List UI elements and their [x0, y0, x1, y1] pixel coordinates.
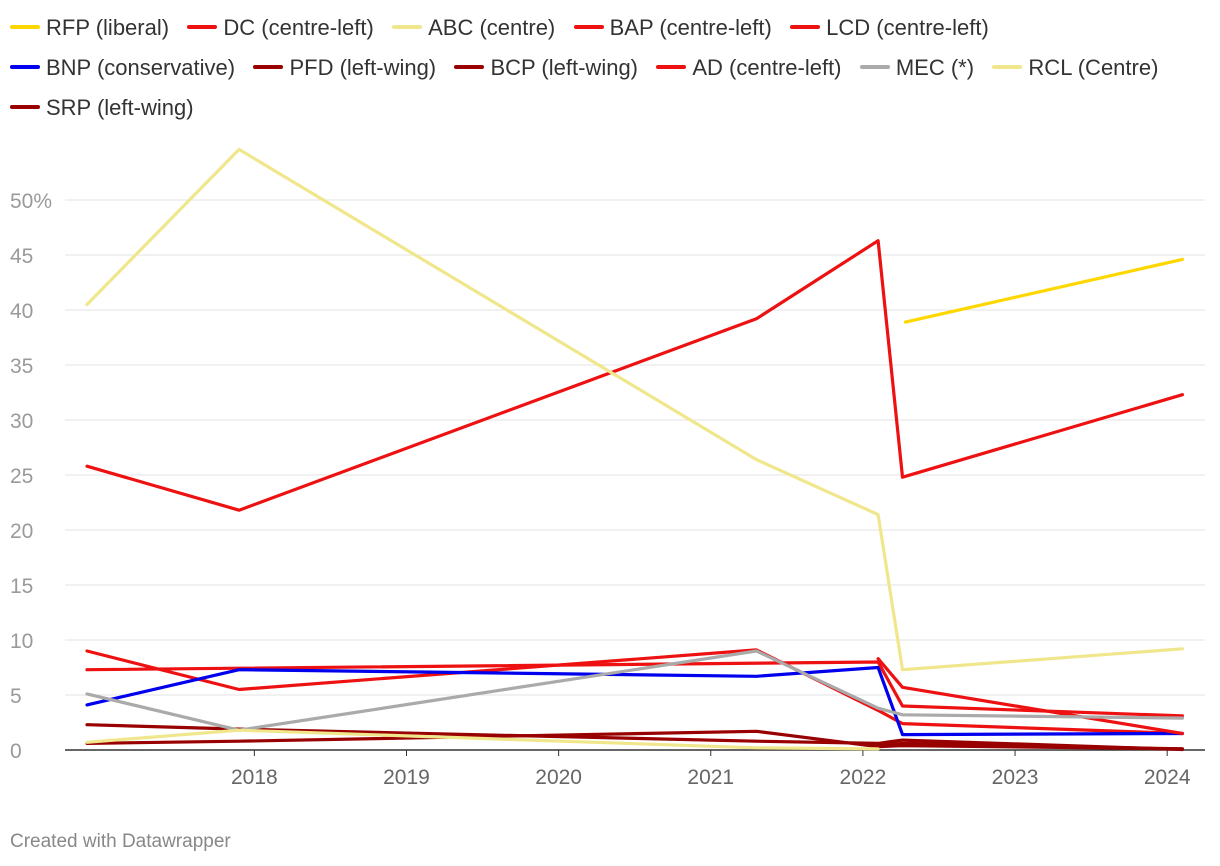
- legend-label: PFD (left-wing): [289, 55, 437, 80]
- legend-swatch: [10, 105, 40, 110]
- legend-swatch: [10, 65, 40, 70]
- y-tick-label: 50%: [10, 190, 52, 213]
- legend-label: AD (centre-left): [692, 55, 842, 80]
- x-tick-label: 2023: [992, 766, 1039, 789]
- legend-swatch: [859, 65, 890, 70]
- y-tick-label: 25: [10, 465, 33, 488]
- legend-swatch: [790, 25, 821, 30]
- legend-label: MEC (*): [895, 55, 975, 80]
- y-tick-label: 0: [10, 740, 22, 763]
- y-tick-label: 30: [10, 410, 33, 433]
- series-line: [85, 239, 1185, 512]
- y-tick-label: 40: [10, 300, 33, 323]
- series-line: [85, 729, 1185, 751]
- x-tick-label: 2022: [840, 766, 887, 789]
- series-line: [903, 257, 1185, 324]
- legend-item: RFP (liberal): [10, 15, 169, 40]
- y-tick-label: 45: [10, 245, 33, 268]
- legend-label: BCP (left-wing): [490, 55, 639, 80]
- legend-item: LCD (centre-left): [790, 15, 989, 40]
- legend-item: BNP (conservative): [10, 55, 235, 80]
- legend-item: PFD (left-wing): [253, 55, 436, 80]
- legend-swatch: [253, 65, 284, 70]
- y-tick-label: 15: [10, 575, 33, 598]
- y-tick-label: 10: [10, 630, 33, 653]
- legend-swatch: [392, 25, 423, 30]
- series-lines: [85, 147, 1185, 752]
- x-tick-label: 2024: [1144, 766, 1191, 789]
- legend-label: RCL (Centre): [1028, 55, 1159, 80]
- legend-swatch: [573, 25, 604, 30]
- legend-swatch: [187, 25, 218, 30]
- legend-label: RFP (liberal): [46, 15, 170, 40]
- x-tick-label: 2019: [383, 766, 430, 789]
- x-tick-label: 2020: [535, 766, 582, 789]
- y-tick-label: 35: [10, 355, 33, 378]
- datawrapper-credit: Created with Datawrapper: [10, 831, 231, 852]
- x-tick-label: 2018: [231, 766, 278, 789]
- legend-item: ABC (centre): [392, 15, 555, 40]
- legend-item: SRP (left-wing): [10, 95, 194, 120]
- x-tick-label: 2021: [687, 766, 734, 789]
- legend-item: DC (centre-left): [187, 15, 374, 40]
- series-line: [85, 649, 1185, 732]
- legend-item: AD (centre-left): [656, 55, 842, 80]
- series-line: [85, 147, 1185, 672]
- legend-label: BNP (conservative): [46, 55, 236, 80]
- y-axis-labels: 0 5 10 15 20 25 30 35 40 45 50%: [10, 190, 52, 763]
- legend-swatch: [992, 65, 1023, 70]
- legend-label: BAP (centre-left): [609, 15, 772, 40]
- series-line: [876, 657, 1185, 736]
- legend-item: MEC (*): [859, 55, 975, 80]
- legend-item: RCL (Centre): [992, 55, 1158, 80]
- legend-swatch: [656, 65, 687, 70]
- series-line: [876, 741, 1185, 751]
- legend-label: ABC (centre): [428, 15, 556, 40]
- legend-item: BCP (left-wing): [454, 55, 638, 80]
- legend-item: BAP (centre-left): [573, 15, 772, 40]
- x-axis-labels: 2018 2019 2020 2021 2022 2023 2024: [231, 750, 1191, 789]
- legend-label: LCD (centre-left): [826, 15, 989, 40]
- legend-swatch: [454, 65, 485, 70]
- legend-label: DC (centre-left): [223, 15, 374, 40]
- legend-swatch: [10, 25, 40, 30]
- series-line: [85, 728, 880, 751]
- chart-legend: RFP (liberal) DC (centre-left) ABC (cent…: [10, 8, 1210, 128]
- legend-label: SRP (left-wing): [46, 95, 194, 120]
- series-line: [85, 665, 1185, 737]
- y-tick-label: 5: [10, 685, 22, 708]
- series-line: [85, 723, 1185, 752]
- y-tick-label: 20: [10, 520, 33, 543]
